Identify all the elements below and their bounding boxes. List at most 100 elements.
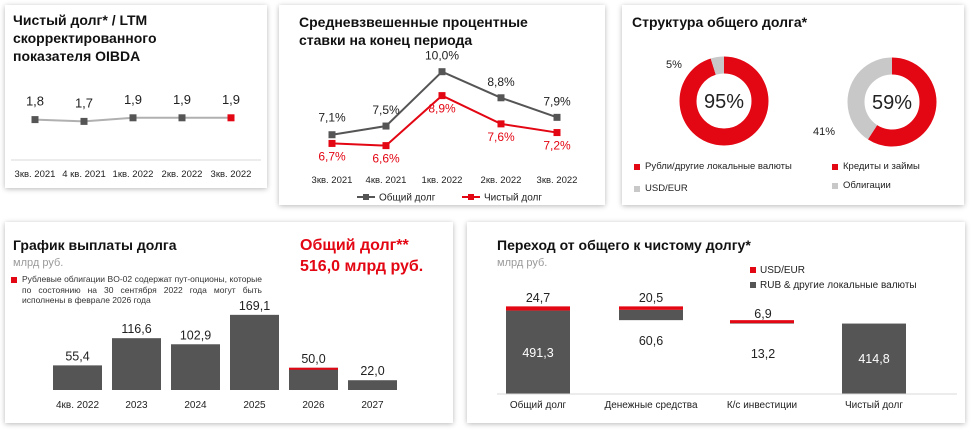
bridge-legend-usd-swatch: [750, 267, 756, 273]
bridge-x-tick-2: К/с инвестиции: [727, 400, 797, 411]
rates-data-label-0-4: 7,9%: [543, 94, 571, 108]
total-debt-label: Общий долг**: [300, 237, 409, 254]
bridge-label-usd-2: 6,9: [754, 307, 771, 321]
bridge-bar-usd-2: [730, 320, 794, 324]
repay-data-label-1: 116,6: [121, 322, 151, 336]
rates-legend-label-0: Общий долг: [379, 192, 436, 204]
bridge-chart: 24,7 20,5 6,9 491,3 60,6 13,2 414,8 Общий долг Д…: [497, 265, 957, 411]
legend-rub-swatch: [634, 163, 640, 170]
repay-bar-4: [289, 367, 338, 390]
ratio-data-label-2: 1,9: [124, 92, 142, 107]
bridge-card: Переход от общего к чистому долгу* млрд …: [467, 222, 965, 423]
bridge-bar-usd-0: [506, 306, 570, 311]
repay-bar-1: [112, 338, 161, 390]
bridge-label-rub-1: 60,6: [639, 334, 663, 348]
rates-legend-marker-0: [363, 194, 369, 200]
rates-data-label-1-1: 6,6%: [372, 152, 400, 166]
ratio-card: Чистый долг* / LTM скорректированного по…: [5, 5, 267, 188]
rates-point-0-3: [497, 94, 505, 102]
legend-rub: Рубли/другие локальные валюты: [634, 161, 792, 172]
rates-data-label-0-2: 10,0%: [425, 49, 459, 63]
bridge-legend-usd-label: USD/EUR: [760, 265, 805, 276]
rates-x-tick-4: 3кв. 2022: [537, 175, 578, 186]
repayment-footnote: Рублевые облигации BO-02 содержат пут-оп…: [22, 274, 262, 305]
repay-bar-5: [348, 380, 397, 390]
legend-bonds-swatch: [832, 182, 838, 189]
ratio-point-3: [178, 114, 186, 122]
legend-usd-swatch: [634, 185, 640, 192]
ratio-point-1: [80, 117, 88, 125]
ratio-point-4: [227, 114, 235, 122]
rates-x-tick-2: 1кв. 2022: [422, 175, 463, 186]
structure-card: Структура общего долга* 95% 5% 59% 41% Рубл…: [622, 5, 964, 205]
ratio-x-tick-0: 3кв. 2021: [15, 169, 56, 180]
repay-bar-2: [171, 344, 220, 390]
repay-x-tick-3: 2025: [243, 400, 266, 411]
bridge-bar-rub-3: [842, 323, 906, 394]
repay-x-tick-5: 2027: [361, 400, 384, 411]
total-debt-value: 516,0 млрд руб.: [300, 258, 424, 275]
bridge-x-tick-0: Общий долг: [510, 399, 567, 411]
donut-type-small: 41%: [813, 126, 835, 138]
repay-bar-highlight-4: [289, 367, 338, 370]
rates-point-0-1: [382, 122, 390, 130]
ratio-point-2: [129, 114, 137, 122]
bridge-label-rub-2: 13,2: [751, 347, 775, 361]
repayment-chart: 55,4 4кв. 2022 116,6 2023 102,9 2024 169,1 2025…: [53, 299, 397, 411]
donut-currency-small: 5%: [666, 59, 682, 71]
donut-type-center: 59%: [872, 92, 912, 114]
rates-card: Средневзвешенные процентные ставки на ко…: [279, 5, 605, 205]
rates-x-tick-3: 2кв. 2022: [481, 175, 522, 186]
rates-point-0-2: [438, 68, 446, 76]
rates-chart: 7,1% 7,5% 10,0% 8,8% 7,9% 6,7% 6,6% 8,9% 7,6% 7,2…: [312, 49, 578, 204]
repay-data-label-4: 50,0: [301, 352, 325, 366]
repay-bar-0: [53, 365, 102, 390]
bridge-legend-rub-label: RUB & другие локальные валюты: [760, 280, 917, 291]
legend-loans-label: Кредиты и займы: [843, 161, 920, 172]
rates-data-label-1-3: 7,6%: [487, 130, 515, 144]
ratio-x-tick-4: 3кв. 2022: [211, 169, 252, 180]
rates-legend-label-1: Чистый долг: [484, 193, 542, 204]
repay-x-tick-0: 4кв. 2022: [56, 400, 99, 411]
repay-bar-3: [230, 314, 279, 390]
repayment-unit: млрд руб.: [13, 257, 64, 269]
bridge-label-rub-3: 414,8: [858, 352, 889, 366]
rates-point-1-0: [328, 139, 336, 147]
rates-point-1-1: [382, 142, 390, 150]
ratio-data-label-3: 1,9: [173, 92, 191, 107]
bridge-unit: млрд руб.: [497, 257, 548, 269]
repay-x-tick-4: 2026: [302, 400, 325, 411]
ratio-x-tick-2: 1кв. 2022: [113, 169, 154, 180]
legend-usd-label: USD/EUR: [645, 183, 688, 194]
repayment-title: График выплаты долга: [13, 237, 177, 253]
ratio-data-label-4: 1,9: [222, 92, 240, 107]
ratio-chart: 1,8 3кв. 2021 1,7 4 кв. 2021 1,9 1кв. 2022 1,9…: [11, 92, 261, 180]
rates-point-0-0: [328, 131, 336, 139]
bridge-bar-rub-0: [506, 310, 570, 394]
repayment-card: График выплаты долга млрд руб. Рублевые …: [5, 222, 453, 423]
bridge-label-usd-1: 20,5: [639, 291, 663, 305]
rates-data-label-0-1: 7,5%: [372, 103, 400, 117]
bridge-x-tick-3: Чистый долг: [845, 400, 903, 411]
bridge-bar-rub-1: [619, 309, 683, 321]
legend-loans-swatch: [832, 163, 838, 170]
rates-point-0-4: [553, 113, 561, 121]
bridge-label-usd-0: 24,7: [526, 291, 550, 305]
ratio-point-0: [31, 116, 39, 124]
rates-data-label-0-3: 8,8%: [487, 75, 515, 89]
rates-point-1-4: [553, 129, 561, 137]
rates-legend-marker-1: [468, 194, 474, 200]
repay-data-label-0: 55,4: [65, 349, 89, 363]
donut-type-slice-1: [847, 57, 937, 147]
repay-x-tick-2: 2024: [184, 400, 207, 411]
ratio-data-label-0: 1,8: [26, 94, 44, 109]
rates-x-tick-0: 3кв. 2021: [312, 175, 353, 186]
repay-data-label-5: 22,0: [360, 364, 384, 378]
donut-currency-slice-1: [679, 56, 769, 146]
rates-data-label-1-4: 7,2%: [543, 139, 571, 153]
repay-data-label-3: 169,1: [239, 299, 270, 313]
rates-data-label-1-2: 8,9%: [428, 102, 456, 116]
ratio-x-tick-1: 4 кв. 2021: [62, 169, 106, 180]
bridge-label-rub-0: 491,3: [522, 346, 553, 360]
rates-point-1-3: [497, 120, 505, 128]
